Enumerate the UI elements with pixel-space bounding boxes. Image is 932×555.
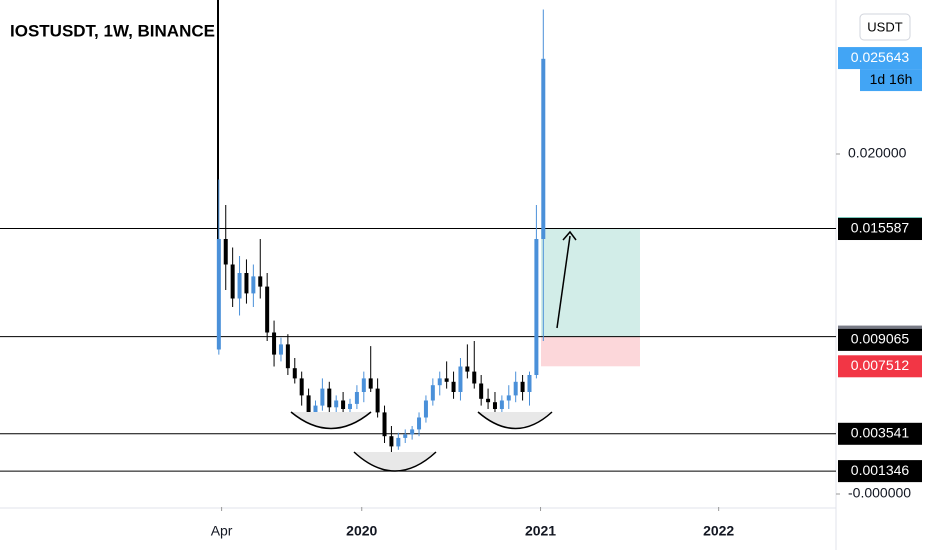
- candle-body: [520, 381, 525, 392]
- countdown-box: [860, 69, 922, 92]
- candle-body: [306, 395, 311, 413]
- candle-body: [458, 366, 463, 392]
- candle-body: [527, 374, 532, 392]
- candle-body: [292, 368, 297, 379]
- candle-body: [472, 371, 477, 384]
- candle-body: [251, 276, 256, 294]
- countdown-label: 1d 16h: [870, 71, 913, 87]
- x-tick-label: 2021: [525, 523, 556, 539]
- plot: [0, 9, 836, 472]
- candle-body: [320, 388, 325, 406]
- price-tag: [838, 422, 922, 445]
- candle-body: [541, 58, 546, 239]
- price-tag-label: 0.009065: [851, 331, 910, 347]
- candle-body: [258, 276, 263, 287]
- candle-body: [216, 238, 221, 350]
- price-tag-label: 0.015587: [851, 220, 910, 236]
- candle-body: [423, 400, 428, 418]
- candle-body: [403, 434, 408, 438]
- candle-body: [299, 378, 304, 396]
- y-tick-label: -0.000000: [848, 485, 911, 501]
- x-tick-label: Apr: [211, 523, 233, 539]
- price-tag: [838, 47, 922, 70]
- candle-body: [285, 344, 290, 369]
- candle-body: [396, 437, 401, 447]
- candle-body: [272, 332, 277, 355]
- price-tag-label: 0.025643: [851, 49, 910, 65]
- candle-body: [451, 381, 456, 392]
- candle-body: [244, 272, 249, 294]
- candle-body: [479, 383, 484, 399]
- cup-drawing: [477, 411, 553, 430]
- candle-body: [492, 402, 497, 409]
- candle-body: [506, 395, 511, 401]
- x-tick-label: 2020: [346, 523, 377, 539]
- candle-body: [327, 388, 332, 408]
- loss-zone: [541, 336, 640, 367]
- candle-body: [278, 344, 283, 355]
- candle-body: [430, 385, 435, 401]
- price-tag-label: 0.007512: [851, 357, 910, 373]
- candle-body: [389, 436, 394, 447]
- candle-body: [382, 412, 387, 437]
- candle-body: [348, 403, 353, 409]
- price-tag: [838, 328, 922, 351]
- chart-title: IOSTUSDT, 1W, BINANCE: [10, 21, 215, 40]
- candle-body: [230, 264, 235, 299]
- candle-body: [417, 417, 422, 430]
- price-tag-label: 0.001346: [851, 462, 910, 478]
- candle-body: [237, 272, 242, 299]
- candle-body: [223, 238, 228, 265]
- candle-body: [437, 378, 442, 386]
- y-tick-label: 0.020000: [848, 145, 907, 161]
- candle-body: [354, 391, 359, 404]
- candle-body: [334, 400, 339, 408]
- candle-body: [361, 378, 366, 392]
- candle-body: [465, 366, 470, 372]
- candle-body: [444, 378, 449, 382]
- candle-body: [534, 238, 539, 375]
- cup-drawing: [290, 411, 372, 430]
- currency-label[interactable]: USDT: [867, 19, 902, 34]
- price-tag: [838, 355, 922, 378]
- price-tag-label: 0.003541: [851, 425, 910, 441]
- currency-button[interactable]: [859, 13, 911, 41]
- price-tag: [838, 460, 922, 483]
- profit-zone: [541, 228, 640, 337]
- price-tag: [838, 218, 922, 241]
- arrow-head: [562, 230, 577, 241]
- candle-body: [513, 381, 518, 396]
- cup-drawing: [353, 451, 437, 472]
- candle-body: [499, 400, 504, 409]
- candle-body: [341, 400, 346, 409]
- candle-body: [486, 398, 491, 403]
- candle-body: [368, 378, 373, 389]
- candle-body: [410, 429, 415, 435]
- candle-body: [375, 388, 380, 413]
- candle-body: [313, 405, 318, 413]
- arrow-drawing: [556, 235, 571, 329]
- candle-body: [265, 286, 270, 333]
- x-tick-label: 2022: [703, 523, 734, 539]
